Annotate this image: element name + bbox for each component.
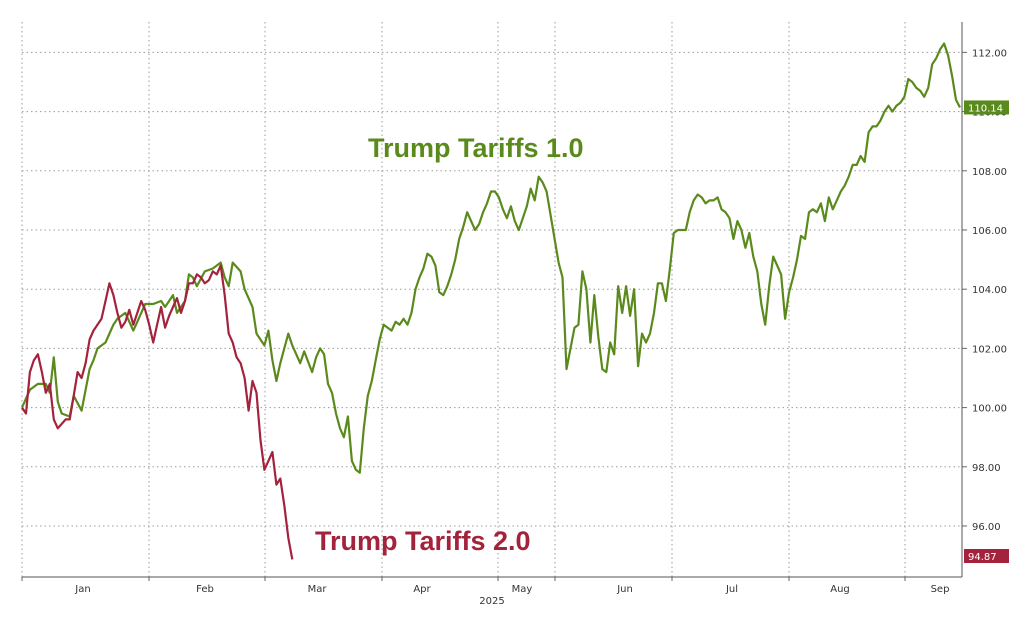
last-value-label: 110.14 bbox=[968, 103, 1003, 114]
y-tick-label: 112.00 bbox=[972, 48, 1007, 59]
last-value-tag bbox=[964, 549, 1009, 563]
last-value-tag bbox=[964, 100, 1009, 115]
series-line-2 bbox=[21, 264, 294, 560]
series-layer bbox=[20, 42, 961, 560]
y-tick-label: 102.00 bbox=[972, 344, 1007, 355]
x-month-label: Feb bbox=[196, 584, 214, 595]
labels-layer: Trump Tariffs 1.0 Trump Tariffs 2.0 2025… bbox=[74, 48, 1009, 607]
x-axis-year-label: 2025 bbox=[479, 596, 504, 607]
annotation-tariffs-1: Trump Tariffs 1.0 bbox=[368, 133, 584, 163]
y-tick-label: 100.00 bbox=[972, 404, 1007, 415]
x-month-label: May bbox=[512, 584, 533, 595]
x-month-label: Jun bbox=[616, 584, 633, 595]
x-month-label: Mar bbox=[308, 584, 328, 595]
annotation-tariffs-2: Trump Tariffs 2.0 bbox=[315, 526, 531, 556]
y-tick-label: 104.00 bbox=[972, 285, 1007, 296]
x-month-label: Jan bbox=[74, 584, 90, 595]
y-tick-label: 98.00 bbox=[972, 463, 1001, 474]
axes bbox=[21, 22, 967, 581]
y-tick-label: 106.00 bbox=[972, 226, 1007, 237]
x-month-label: Aug bbox=[830, 584, 850, 595]
grid bbox=[21, 22, 962, 577]
series-line-1 bbox=[20, 42, 961, 474]
y-tick-label: 108.00 bbox=[972, 167, 1007, 178]
last-value-label: 94.87 bbox=[968, 552, 997, 563]
x-month-label: Jul bbox=[725, 584, 738, 595]
x-month-label: Sep bbox=[931, 584, 950, 595]
y-tick-label: 96.00 bbox=[972, 522, 1001, 533]
x-month-label: Apr bbox=[413, 584, 431, 595]
